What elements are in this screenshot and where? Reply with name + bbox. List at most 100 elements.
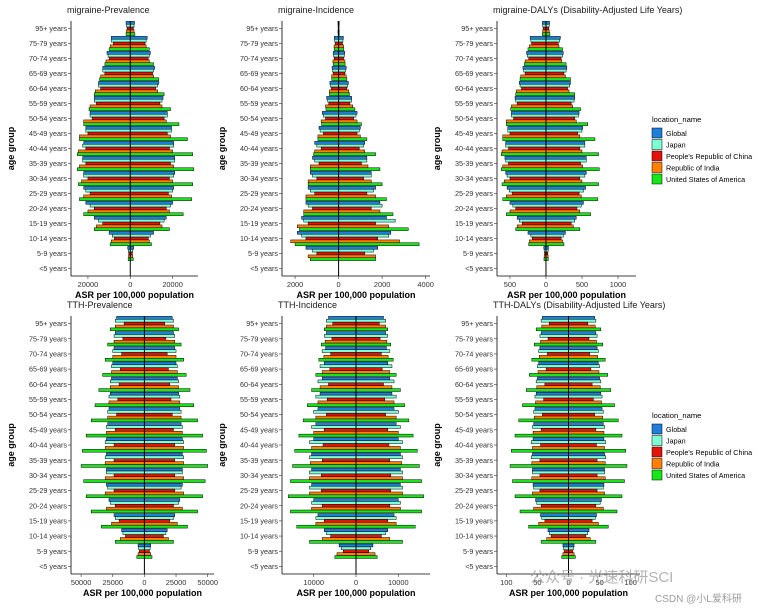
bar-people-s-republic-of-china-50-54-years: [513, 116, 576, 121]
bar-united-states-of-america-15-19-years: [94, 227, 170, 231]
y-tick-label: 15-19 years: [29, 219, 67, 228]
bar-republic-of-india-55-59-years: [511, 104, 573, 109]
bar-republic-of-india-60-64-years: [516, 89, 570, 94]
bar-republic-of-india-55-59-years: [89, 104, 163, 109]
bar-global-15-19-years: [516, 216, 577, 220]
bar-united-states-of-america-65-69-years: [99, 77, 160, 81]
bar-japan-30-34-years: [83, 173, 174, 178]
y-tick-label: 20-24 years: [240, 204, 278, 213]
y-tick-label: <5 years: [465, 264, 493, 273]
y-tick-label: 65-69 years: [240, 365, 278, 374]
y-tick-label: 70-74 years: [29, 54, 67, 63]
x-axis-label: ASR per 100,000 population: [507, 290, 626, 300]
panel-tth-incidence: TTH-Incidence <5 years 5-9 years 10-14 year…: [217, 300, 430, 598]
y-tick-label: 75-79 years: [29, 39, 67, 48]
y-tick-label: 60-64 years: [29, 380, 67, 389]
y-tick-label: 75-79 years: [240, 39, 278, 48]
bar-republic-of-india-40-44-years: [314, 149, 365, 154]
x-tick-label: 100: [625, 578, 637, 587]
legend-swatch-global: [651, 423, 663, 435]
y-tick-label: 60-64 years: [240, 380, 278, 389]
y-tick-label: 75-79 years: [29, 334, 67, 343]
legend-swatch-people-s-republic-of-china: [651, 150, 663, 162]
bar-global-10-14-years: [108, 231, 154, 235]
y-tick-label: 10-14 years: [240, 532, 278, 541]
y-tick-label: 55-59 years: [455, 99, 493, 108]
y-tick-label: 25-29 years: [29, 486, 67, 495]
bar-japan-40-44-years: [316, 143, 364, 148]
x-axis-label: ASR per 100,000 population: [75, 290, 194, 300]
y-tick-label: 65-69 years: [240, 69, 278, 78]
y-tick-label: 50-54 years: [29, 114, 67, 123]
x-tick-label: 2000: [374, 280, 390, 289]
legend-swatch-united-states-of-america: [651, 173, 663, 185]
bar-united-states-of-america-60-64-years: [94, 92, 165, 96]
bar-people-s-republic-of-china-15-19-years: [521, 221, 572, 226]
y-tick-label: 95+ years: [461, 24, 493, 33]
bar-japan-55-59-years: [327, 98, 352, 103]
bar-global-40-44-years: [505, 141, 586, 145]
bar-republic-of-india-15-19-years: [296, 224, 389, 229]
bar-global-40-44-years: [83, 141, 174, 145]
y-tick-label: 30-34 years: [240, 174, 278, 183]
x-tick-label: 25000: [102, 578, 123, 587]
x-tick-label: 500: [576, 280, 588, 289]
x-tick-label: 50: [595, 578, 603, 587]
y-axis-label: age group: [217, 126, 227, 170]
bar-united-states-of-america-70-74-years: [524, 62, 567, 66]
panel-migraine-prevalence: migraine-Prevalence <5 years 5-9 years 10-1…: [6, 5, 198, 300]
y-tick-label: 25-29 years: [455, 189, 493, 198]
bar-republic-of-india-70-74-years: [105, 59, 150, 64]
bar-republic-of-india-20-24-years: [303, 209, 381, 214]
bar-united-states-of-america-65-69-years: [519, 77, 571, 81]
y-tick-label: 95+ years: [35, 319, 67, 328]
y-tick-label: 15-19 years: [29, 516, 67, 525]
bar-united-states-of-america-60-64-years: [329, 92, 350, 96]
panel-tth-prevalence: TTH-Prevalence <5 years 5-9 years 10-14 yea…: [6, 300, 218, 598]
bar-global-55-59-years: [94, 96, 164, 100]
bar-japan-75-79-years: [110, 38, 147, 43]
y-tick-label: <5 years: [39, 562, 67, 571]
bar-japan-15-19-years: [303, 218, 396, 223]
bar-japan-70-74-years: [527, 53, 563, 58]
bar-people-s-republic-of-china-70-74-years: [108, 56, 149, 61]
bar-united-states-of-america-65-69-years: [331, 77, 348, 81]
bar-united-states-of-america-10-14-years: [294, 242, 420, 246]
bar-global-10-14-years: [296, 231, 392, 235]
y-tick-label: <5 years: [39, 264, 67, 273]
y-tick-label: 30-34 years: [29, 174, 67, 183]
y-tick-label: 75-79 years: [455, 334, 493, 343]
bar-united-states-of-america-60-64-years: [515, 92, 576, 96]
x-tick-label: 1000: [610, 280, 626, 289]
panel-migraine-dalys-disability-adjusted-life-years: migraine-DALYs (Disability-Adjusted Life…: [432, 5, 682, 300]
y-tick-label: 75-79 years: [240, 334, 278, 343]
bar-united-states-of-america-55-59-years: [88, 107, 171, 111]
bar-global-55-59-years: [326, 96, 352, 100]
bar-republic-of-india-35-39-years: [310, 164, 369, 169]
bar-united-states-of-america-15-19-years: [515, 227, 581, 231]
y-tick-label: 75-79 years: [455, 39, 493, 48]
y-tick-label: 20-24 years: [29, 204, 67, 213]
bar-republic-of-india-5-9-years: [307, 254, 376, 259]
bar-global-20-24-years: [85, 201, 173, 205]
legend-title: location_name: [652, 411, 701, 420]
y-tick-label: 65-69 years: [455, 69, 493, 78]
y-tick-label: 45-49 years: [240, 129, 278, 138]
bar-republic-of-india-15-19-years: [516, 224, 574, 229]
bar-people-s-republic-of-china-40-44-years: [85, 146, 170, 151]
y-tick-label: 45-49 years: [455, 425, 493, 434]
y-tick-label: 45-49 years: [240, 425, 278, 434]
y-tick-label: 70-74 years: [240, 54, 278, 63]
bar-global-20-24-years: [305, 201, 381, 205]
y-tick-label: 10-14 years: [240, 234, 278, 243]
bar-people-s-republic-of-china-65-69-years: [104, 71, 153, 76]
bar-japan-20-24-years: [512, 203, 582, 208]
x-tick-label: 50: [533, 578, 541, 587]
bar-united-states-of-america-35-39-years: [77, 167, 195, 171]
bar-global-60-64-years: [519, 81, 571, 85]
y-tick-label: 30-34 years: [29, 471, 67, 480]
y-tick-label: 55-59 years: [29, 395, 67, 404]
bar-japan-25-29-years: [85, 188, 173, 193]
bar-united-states-of-america-45-49-years: [79, 137, 188, 141]
bar-united-states-of-america-30-34-years: [307, 182, 383, 186]
